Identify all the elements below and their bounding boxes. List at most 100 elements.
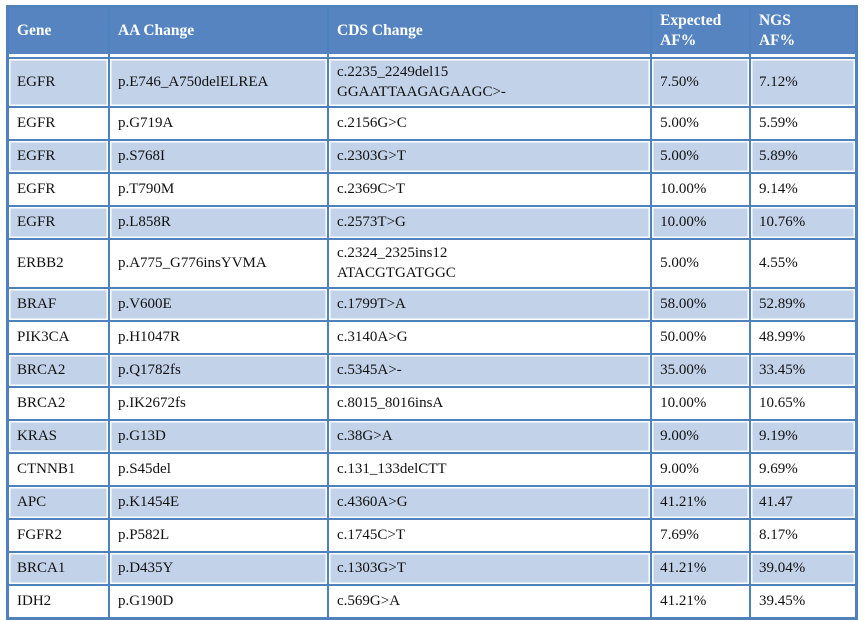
cell-ngs-af: 9.14% — [750, 174, 855, 205]
cell-aa-change: p.S45del — [109, 454, 327, 485]
cell-aa-change: p.H1047R — [109, 322, 327, 353]
cell-gene: PIK3CA — [9, 322, 108, 353]
cell-gene: IDH2 — [9, 586, 108, 617]
cell-ngs-af: 39.04% — [750, 553, 855, 584]
cell-cds-change: c.38G>A — [329, 421, 651, 452]
variant-table: Gene AA Change CDS Change Expected AF% N… — [6, 5, 858, 620]
cell-expected-af: 5.00% — [652, 141, 749, 172]
cell-aa-change: p.G13D — [109, 421, 327, 452]
table-row: CTNNB1 p.S45del c.131_133delCTT 9.00% 9.… — [9, 454, 855, 485]
cell-ngs-af: 8.17% — [750, 520, 855, 551]
cell-cds-change: c.1799T>A — [329, 289, 651, 320]
cell-cds-change: c.569G>A — [329, 586, 651, 617]
cell-gene: BRCA2 — [9, 355, 108, 386]
cell-gene: EGFR — [9, 207, 108, 238]
cell-cds-change: c.2324_2325ins12 ATACGTGATGGC — [329, 240, 651, 287]
table-row: FGFR2 p.P582L c.1745C>T 7.69% 8.17% — [9, 520, 855, 551]
cell-aa-change: p.D435Y — [109, 553, 327, 584]
cell-expected-af: 7.50% — [652, 59, 749, 106]
cell-expected-af: 41.21% — [652, 586, 749, 617]
cell-gene: APC — [9, 487, 108, 518]
cell-expected-af: 10.00% — [652, 388, 749, 419]
cell-expected-af: 9.00% — [652, 454, 749, 485]
cell-cds-change: c.2573T>G — [329, 207, 651, 238]
column-header-cds: CDS Change — [329, 8, 651, 57]
cell-aa-change: p.P582L — [109, 520, 327, 551]
table-row: IDH2 p.G190D c.569G>A 41.21% 39.45% — [9, 586, 855, 617]
cell-expected-af: 58.00% — [652, 289, 749, 320]
cell-aa-change: p.A775_G776insYVMA — [109, 240, 327, 287]
cell-gene: BRCA2 — [9, 388, 108, 419]
cell-ngs-af: 33.45% — [750, 355, 855, 386]
column-header-expected: Expected AF% — [652, 8, 749, 57]
cell-ngs-af: 9.19% — [750, 421, 855, 452]
cell-expected-af: 41.21% — [652, 553, 749, 584]
column-header-aa: AA Change — [109, 8, 327, 57]
cell-ngs-af: 41.47 — [750, 487, 855, 518]
cell-expected-af: 5.00% — [652, 108, 749, 139]
column-header-gene: Gene — [9, 8, 108, 57]
cell-expected-af: 50.00% — [652, 322, 749, 353]
cell-aa-change: p.K1454E — [109, 487, 327, 518]
cell-expected-af: 9.00% — [652, 421, 749, 452]
cell-gene: BRCA1 — [9, 553, 108, 584]
cell-ngs-af: 5.59% — [750, 108, 855, 139]
cell-gene: BRAF — [9, 289, 108, 320]
cell-ngs-af: 4.55% — [750, 240, 855, 287]
table-row: EGFR p.E746_A750delELREA c.2235_2249del1… — [9, 59, 855, 106]
cell-cds-change: c.2303G>T — [329, 141, 651, 172]
table-header: Gene AA Change CDS Change Expected AF% N… — [9, 8, 855, 57]
cell-gene: CTNNB1 — [9, 454, 108, 485]
cell-aa-change: p.V600E — [109, 289, 327, 320]
cell-ngs-af: 10.65% — [750, 388, 855, 419]
cell-cds-change: c.8015_8016insA — [329, 388, 651, 419]
cell-cds-change: c.2369C>T — [329, 174, 651, 205]
cell-cds-change: c.4360A>G — [329, 487, 651, 518]
table-row: BRAF p.V600E c.1799T>A 58.00% 52.89% — [9, 289, 855, 320]
cell-ngs-af: 10.76% — [750, 207, 855, 238]
cell-cds-change: c.3140A>G — [329, 322, 651, 353]
cell-ngs-af: 52.89% — [750, 289, 855, 320]
cell-cds-change: c.2156G>C — [329, 108, 651, 139]
cell-aa-change: p.Q1782fs — [109, 355, 327, 386]
document-page: Gene AA Change CDS Change Expected AF% N… — [6, 5, 858, 620]
table-row: ERBB2 p.A775_G776insYVMA c.2324_2325ins1… — [9, 240, 855, 287]
cell-aa-change: p.L858R — [109, 207, 327, 238]
table-row: EGFR p.G719A c.2156G>C 5.00% 5.59% — [9, 108, 855, 139]
cell-aa-change: p.S768I — [109, 141, 327, 172]
cell-gene: EGFR — [9, 174, 108, 205]
cell-aa-change: p.G190D — [109, 586, 327, 617]
cell-ngs-af: 9.69% — [750, 454, 855, 485]
cell-cds-change: c.2235_2249del15 GGAATTAAGAGAAGC>- — [329, 59, 651, 106]
table-row: APC p.K1454E c.4360A>G 41.21% 41.47 — [9, 487, 855, 518]
cell-cds-change: c.131_133delCTT — [329, 454, 651, 485]
cell-expected-af: 35.00% — [652, 355, 749, 386]
table-row: EGFR p.S768I c.2303G>T 5.00% 5.89% — [9, 141, 855, 172]
cell-expected-af: 10.00% — [652, 174, 749, 205]
cell-expected-af: 41.21% — [652, 487, 749, 518]
cell-expected-af: 10.00% — [652, 207, 749, 238]
cell-cds-change: c.5345A>- — [329, 355, 651, 386]
cell-aa-change: p.T790M — [109, 174, 327, 205]
cell-cds-change: c.1745C>T — [329, 520, 651, 551]
cell-aa-change: p.G719A — [109, 108, 327, 139]
cell-gene: KRAS — [9, 421, 108, 452]
table-row: PIK3CA p.H1047R c.3140A>G 50.00% 48.99% — [9, 322, 855, 353]
table-body: EGFR p.E746_A750delELREA c.2235_2249del1… — [9, 59, 855, 617]
cell-ngs-af: 5.89% — [750, 141, 855, 172]
cell-cds-change: c.1303G>T — [329, 553, 651, 584]
cell-gene: EGFR — [9, 141, 108, 172]
table-row: EGFR p.T790M c.2369C>T 10.00% 9.14% — [9, 174, 855, 205]
cell-gene: EGFR — [9, 59, 108, 106]
cell-expected-af: 5.00% — [652, 240, 749, 287]
cell-expected-af: 7.69% — [652, 520, 749, 551]
header-row: Gene AA Change CDS Change Expected AF% N… — [9, 8, 855, 57]
table-row: BRCA2 p.IK2672fs c.8015_8016insA 10.00% … — [9, 388, 855, 419]
cell-gene: EGFR — [9, 108, 108, 139]
table-row: BRCA2 p.Q1782fs c.5345A>- 35.00% 33.45% — [9, 355, 855, 386]
table-row: EGFR p.L858R c.2573T>G 10.00% 10.76% — [9, 207, 855, 238]
cell-gene: ERBB2 — [9, 240, 108, 287]
cell-aa-change: p.E746_A750delELREA — [109, 59, 327, 106]
column-header-ngs: NGS AF% — [750, 8, 855, 57]
table-row: KRAS p.G13D c.38G>A 9.00% 9.19% — [9, 421, 855, 452]
